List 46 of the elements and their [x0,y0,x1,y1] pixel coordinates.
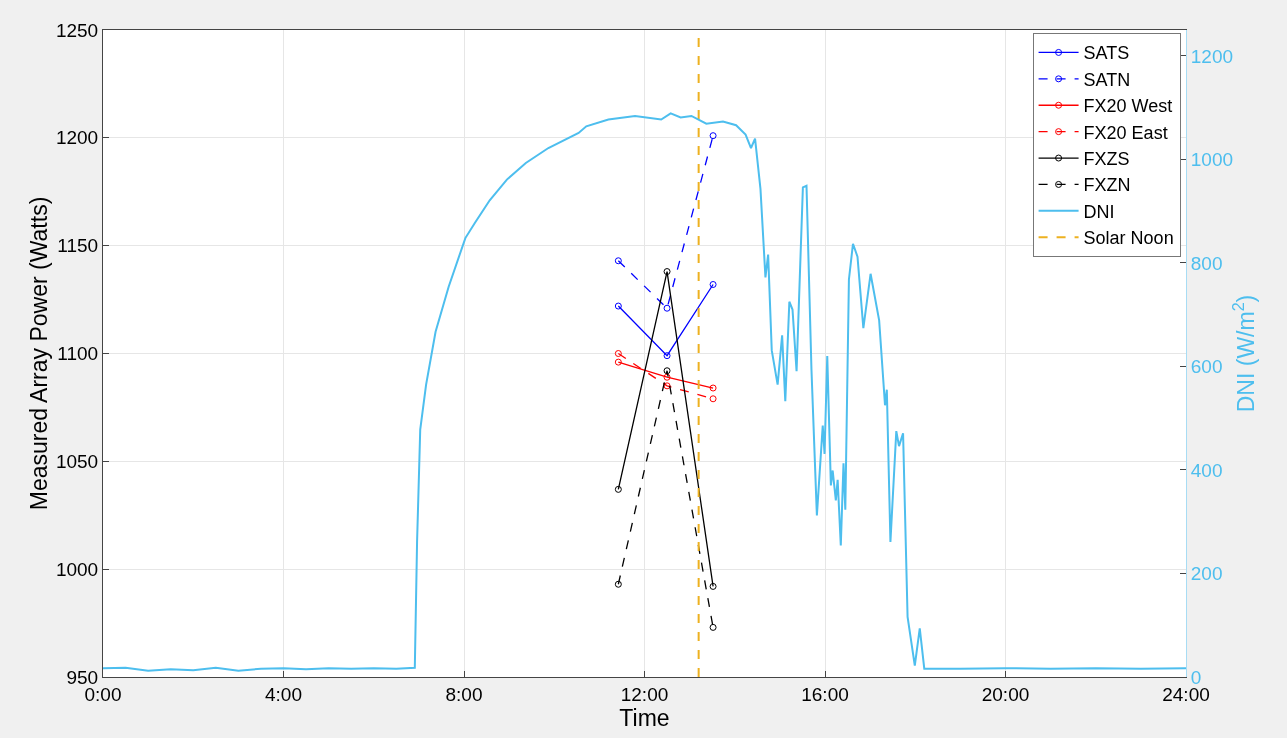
point [709,395,717,403]
legend-label: DNI [1083,201,1115,222]
y-tick-label: 1100 [57,343,99,365]
y2-tick-label: 800 [1190,252,1223,274]
point [663,268,671,276]
point [614,302,622,310]
y-tick-label: 1050 [55,450,99,472]
point [709,623,717,631]
point [663,352,671,360]
point [614,350,622,357]
y2-tick-label: 1000 [1190,149,1234,171]
point [663,373,671,381]
y2-tick-label: 1200 [1190,45,1234,67]
point [663,304,671,312]
point [663,382,671,390]
y2-tick-label: 200 [1190,563,1223,585]
legend-label: SATN [1083,69,1131,90]
point [709,384,717,392]
line-series [103,112,1186,672]
legend-label: Solar Noon [1083,228,1174,249]
y2-tick-label: 400 [1190,459,1223,481]
x-tick-label: 16:00 [801,683,849,705]
point [709,132,717,140]
point [709,582,717,590]
point [614,358,622,366]
legend-label: FX20 East [1083,122,1168,143]
y2-tick-label: 600 [1190,356,1223,378]
y-axis-title: Measured Array Power (Watts) [26,196,52,511]
legend-label: FX20 West [1083,96,1173,117]
x-tick-label: 12:00 [620,683,669,705]
point [614,580,622,588]
x-tick-label: 20:00 [981,683,1030,705]
legend-label: FXZS [1083,149,1130,170]
point [614,257,622,265]
point [663,367,671,375]
y-tick-label: 1150 [57,235,99,257]
x-axis-title: Time [619,704,670,731]
point [614,485,622,493]
x-tick-label: 8:00 [445,683,483,705]
y-tick-label: 1000 [55,558,99,580]
legend-label: FXZN [1083,175,1131,196]
point [709,280,717,288]
legend-label: SATS [1083,43,1130,64]
y-tick-label: 1200 [55,127,99,149]
x-tick-label: 4:00 [265,683,302,705]
y-tick-label: 1250 [55,19,99,41]
